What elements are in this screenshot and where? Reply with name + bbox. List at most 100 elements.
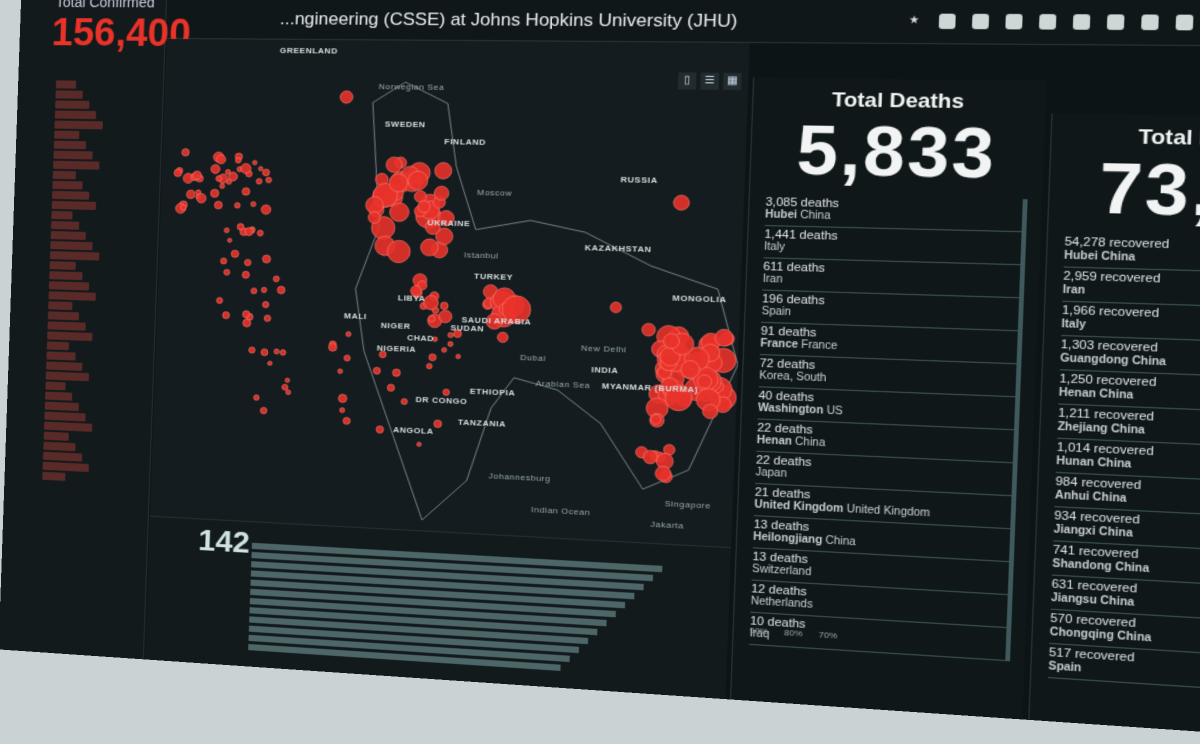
- confirmed-list-row[interactable]: [54, 130, 80, 140]
- case-marker[interactable]: [387, 240, 411, 263]
- case-marker[interactable]: [262, 255, 270, 263]
- case-marker[interactable]: [216, 176, 222, 182]
- confirmed-list-row[interactable]: [46, 341, 70, 351]
- confirmed-list-row[interactable]: [54, 120, 103, 130]
- case-marker[interactable]: [443, 389, 450, 396]
- list-item[interactable]: 517 recovered Spain: [1047, 643, 1200, 699]
- case-marker[interactable]: [262, 301, 268, 307]
- case-marker[interactable]: [417, 442, 421, 446]
- case-marker[interactable]: [408, 171, 428, 190]
- confirmed-list-row[interactable]: [47, 321, 86, 331]
- recovered-list[interactable]: 54,278 recovered Hubei China 2,959 recover…: [1047, 233, 1200, 700]
- extension-icon[interactable]: [1005, 13, 1023, 30]
- case-marker[interactable]: [261, 287, 266, 292]
- extension-icon[interactable]: [1038, 14, 1057, 30]
- case-marker[interactable]: [266, 177, 272, 183]
- case-marker[interactable]: [261, 205, 271, 215]
- case-marker[interactable]: [213, 152, 224, 162]
- case-marker[interactable]: [401, 398, 407, 404]
- confirmed-list-row[interactable]: [50, 241, 93, 251]
- case-marker[interactable]: [274, 349, 279, 354]
- confirmed-list-row[interactable]: [48, 301, 73, 311]
- case-marker[interactable]: [179, 201, 187, 209]
- case-marker[interactable]: [420, 239, 438, 256]
- case-marker[interactable]: [392, 369, 400, 377]
- case-marker[interactable]: [261, 349, 268, 356]
- case-marker[interactable]: [286, 390, 291, 395]
- case-marker[interactable]: [344, 355, 350, 361]
- confirmed-list-row[interactable]: [44, 411, 86, 422]
- case-marker[interactable]: [387, 384, 394, 391]
- confirmed-list-row[interactable]: [54, 110, 97, 120]
- confirmed-list-row[interactable]: [50, 220, 80, 230]
- case-marker[interactable]: [340, 91, 353, 104]
- extension-icon[interactable]: [1175, 14, 1194, 31]
- confirmed-list-row[interactable]: [48, 281, 90, 291]
- case-marker[interactable]: [434, 186, 449, 200]
- qr-icon[interactable]: ▦: [722, 72, 742, 91]
- case-marker[interactable]: [423, 295, 438, 310]
- case-marker[interactable]: [389, 174, 408, 192]
- case-marker[interactable]: [243, 319, 251, 327]
- confirmed-list-row[interactable]: [55, 100, 90, 109]
- case-marker[interactable]: [257, 230, 263, 236]
- case-marker[interactable]: [497, 332, 508, 343]
- case-marker[interactable]: [277, 286, 285, 294]
- deaths-list[interactable]: 3,085 deaths Hubei China 1,441 deaths Italy…: [749, 193, 1028, 662]
- case-marker[interactable]: [237, 223, 244, 230]
- case-marker[interactable]: [610, 302, 622, 313]
- case-marker[interactable]: [241, 163, 251, 173]
- case-marker[interactable]: [439, 310, 452, 323]
- case-marker[interactable]: [642, 323, 656, 336]
- case-marker[interactable]: [197, 193, 207, 203]
- case-marker[interactable]: [663, 333, 679, 348]
- case-marker[interactable]: [715, 329, 734, 347]
- confirmed-list-row[interactable]: [43, 441, 76, 452]
- case-marker[interactable]: [442, 347, 447, 352]
- case-marker[interactable]: [282, 384, 288, 390]
- case-marker[interactable]: [418, 201, 431, 213]
- case-marker[interactable]: [242, 311, 249, 318]
- case-marker[interactable]: [249, 347, 255, 353]
- case-marker[interactable]: [175, 203, 185, 213]
- case-marker[interactable]: [181, 205, 187, 211]
- case-marker[interactable]: [260, 407, 267, 414]
- case-marker[interactable]: [448, 332, 453, 337]
- case-marker[interactable]: [280, 350, 286, 356]
- extension-icon[interactable]: [971, 13, 990, 30]
- case-marker[interactable]: [371, 216, 395, 239]
- confirmed-list-row[interactable]: [55, 90, 83, 99]
- case-marker[interactable]: [373, 183, 398, 207]
- case-marker[interactable]: [193, 171, 202, 179]
- confirmed-list-row[interactable]: [51, 200, 97, 210]
- case-marker[interactable]: [183, 173, 193, 183]
- case-marker[interactable]: [373, 367, 380, 374]
- case-marker[interactable]: [256, 179, 262, 185]
- case-marker[interactable]: [415, 203, 441, 228]
- world-map[interactable]: GREENLAND Norwegian Sea SWEDEN FINLAND RUSSI…: [149, 38, 750, 548]
- case-marker[interactable]: [273, 276, 279, 282]
- confirmed-list-row[interactable]: [52, 180, 83, 190]
- case-marker[interactable]: [655, 466, 671, 481]
- confirmed-list-row[interactable]: [45, 381, 66, 391]
- confirmed-list-row[interactable]: [50, 231, 86, 240]
- confirmed-list-row[interactable]: [55, 80, 77, 89]
- case-marker[interactable]: [182, 149, 190, 156]
- case-marker[interactable]: [268, 361, 272, 365]
- case-marker[interactable]: [651, 414, 661, 424]
- case-marker[interactable]: [435, 162, 452, 179]
- confirmed-list-row[interactable]: [42, 471, 66, 481]
- case-marker[interactable]: [251, 202, 256, 207]
- case-marker[interactable]: [263, 169, 270, 176]
- case-marker[interactable]: [244, 259, 251, 265]
- confirmed-list-row[interactable]: [53, 150, 93, 160]
- case-marker[interactable]: [346, 332, 351, 337]
- confirmed-list-row[interactable]: [45, 391, 73, 401]
- case-marker[interactable]: [429, 354, 436, 361]
- case-marker[interactable]: [235, 158, 241, 164]
- case-marker[interactable]: [390, 171, 412, 192]
- confirmed-list-row[interactable]: [51, 210, 73, 220]
- case-marker[interactable]: [217, 155, 226, 164]
- case-marker[interactable]: [245, 228, 253, 236]
- confirmed-list-row[interactable]: [45, 371, 90, 382]
